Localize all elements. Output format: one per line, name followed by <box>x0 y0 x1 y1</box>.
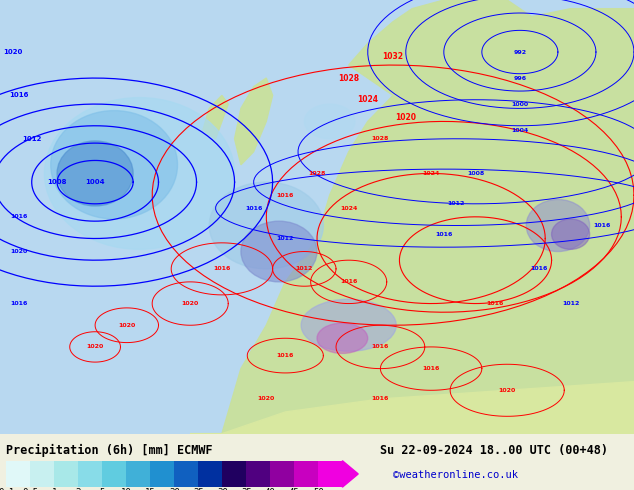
Text: 1016: 1016 <box>372 344 389 349</box>
Bar <box>102 461 126 487</box>
Text: 1016: 1016 <box>10 214 28 220</box>
Text: 20: 20 <box>169 489 179 490</box>
Bar <box>30 461 55 487</box>
Text: 1016: 1016 <box>435 232 453 237</box>
Ellipse shape <box>241 221 317 282</box>
Text: 1016: 1016 <box>486 301 503 306</box>
Text: 1020: 1020 <box>10 249 28 254</box>
Text: 30: 30 <box>217 489 228 490</box>
Text: 1008: 1008 <box>48 179 67 185</box>
Bar <box>126 461 150 487</box>
Text: Su 22-09-2024 18..00 UTC (00+48): Su 22-09-2024 18..00 UTC (00+48) <box>380 444 609 457</box>
Text: 1028: 1028 <box>372 136 389 141</box>
Text: 1016: 1016 <box>593 223 611 228</box>
Polygon shape <box>222 9 634 434</box>
Bar <box>270 461 294 487</box>
Text: 45: 45 <box>289 489 300 490</box>
Text: 1012: 1012 <box>295 267 313 271</box>
Ellipse shape <box>51 111 178 219</box>
Text: 15: 15 <box>145 489 156 490</box>
Text: 35: 35 <box>241 489 252 490</box>
Text: 1016: 1016 <box>245 206 262 211</box>
Polygon shape <box>349 0 539 96</box>
Text: 996: 996 <box>514 75 526 80</box>
Text: 1020: 1020 <box>181 301 199 306</box>
Ellipse shape <box>209 182 323 269</box>
Text: 1020: 1020 <box>257 396 275 401</box>
Text: 1024: 1024 <box>357 95 378 104</box>
Text: 1028: 1028 <box>338 74 359 82</box>
Text: 1016: 1016 <box>10 93 29 98</box>
Text: 1012: 1012 <box>22 136 41 142</box>
Text: 1012: 1012 <box>276 236 294 241</box>
Text: 1016: 1016 <box>340 279 358 284</box>
Text: 1020: 1020 <box>498 388 516 393</box>
Text: 1020: 1020 <box>118 323 136 328</box>
Text: 1020: 1020 <box>86 344 104 349</box>
Text: 1016: 1016 <box>10 301 28 306</box>
Bar <box>247 461 270 487</box>
Ellipse shape <box>44 98 235 249</box>
Text: 50: 50 <box>313 489 324 490</box>
Text: ©weatheronline.co.uk: ©weatheronline.co.uk <box>393 470 518 480</box>
Bar <box>294 461 318 487</box>
Text: 1012: 1012 <box>448 201 465 206</box>
Ellipse shape <box>301 299 396 351</box>
Text: 1016: 1016 <box>276 353 294 358</box>
Text: 0.5: 0.5 <box>22 489 39 490</box>
Text: 1020: 1020 <box>3 49 22 55</box>
Bar <box>150 461 174 487</box>
Text: 1032: 1032 <box>382 52 404 61</box>
Bar <box>318 461 342 487</box>
Polygon shape <box>203 96 228 139</box>
Polygon shape <box>190 382 634 434</box>
Text: 0.1: 0.1 <box>0 489 15 490</box>
Bar <box>198 461 223 487</box>
Text: 992: 992 <box>514 49 526 54</box>
Text: 1020: 1020 <box>395 113 417 122</box>
Bar <box>223 461 247 487</box>
Text: 10: 10 <box>121 489 132 490</box>
Text: Precipitation (6h) [mm] ECMWF: Precipitation (6h) [mm] ECMWF <box>6 444 213 457</box>
Ellipse shape <box>317 323 368 353</box>
Bar <box>79 461 102 487</box>
Ellipse shape <box>552 219 590 249</box>
Ellipse shape <box>526 199 590 251</box>
Text: 1000: 1000 <box>511 101 529 107</box>
Bar <box>6 461 30 487</box>
Polygon shape <box>235 78 273 165</box>
Ellipse shape <box>304 104 355 139</box>
Bar <box>174 461 198 487</box>
Text: 1004: 1004 <box>86 179 105 185</box>
Text: 1024: 1024 <box>340 206 358 211</box>
Bar <box>55 461 79 487</box>
Text: 1016: 1016 <box>213 267 231 271</box>
Polygon shape <box>342 461 358 487</box>
Text: 40: 40 <box>265 489 276 490</box>
Text: 1008: 1008 <box>467 171 484 176</box>
Text: 25: 25 <box>193 489 204 490</box>
Ellipse shape <box>57 141 133 206</box>
Text: 1028: 1028 <box>308 171 326 176</box>
Text: 1024: 1024 <box>422 171 440 176</box>
Text: 1016: 1016 <box>530 267 548 271</box>
Text: 1012: 1012 <box>562 301 579 306</box>
Text: 1016: 1016 <box>422 366 440 371</box>
Text: 2: 2 <box>75 489 81 490</box>
Text: 5: 5 <box>100 489 105 490</box>
Text: 1004: 1004 <box>511 127 529 133</box>
Text: 1: 1 <box>51 489 57 490</box>
Text: 1016: 1016 <box>276 193 294 197</box>
Text: 1016: 1016 <box>372 396 389 401</box>
